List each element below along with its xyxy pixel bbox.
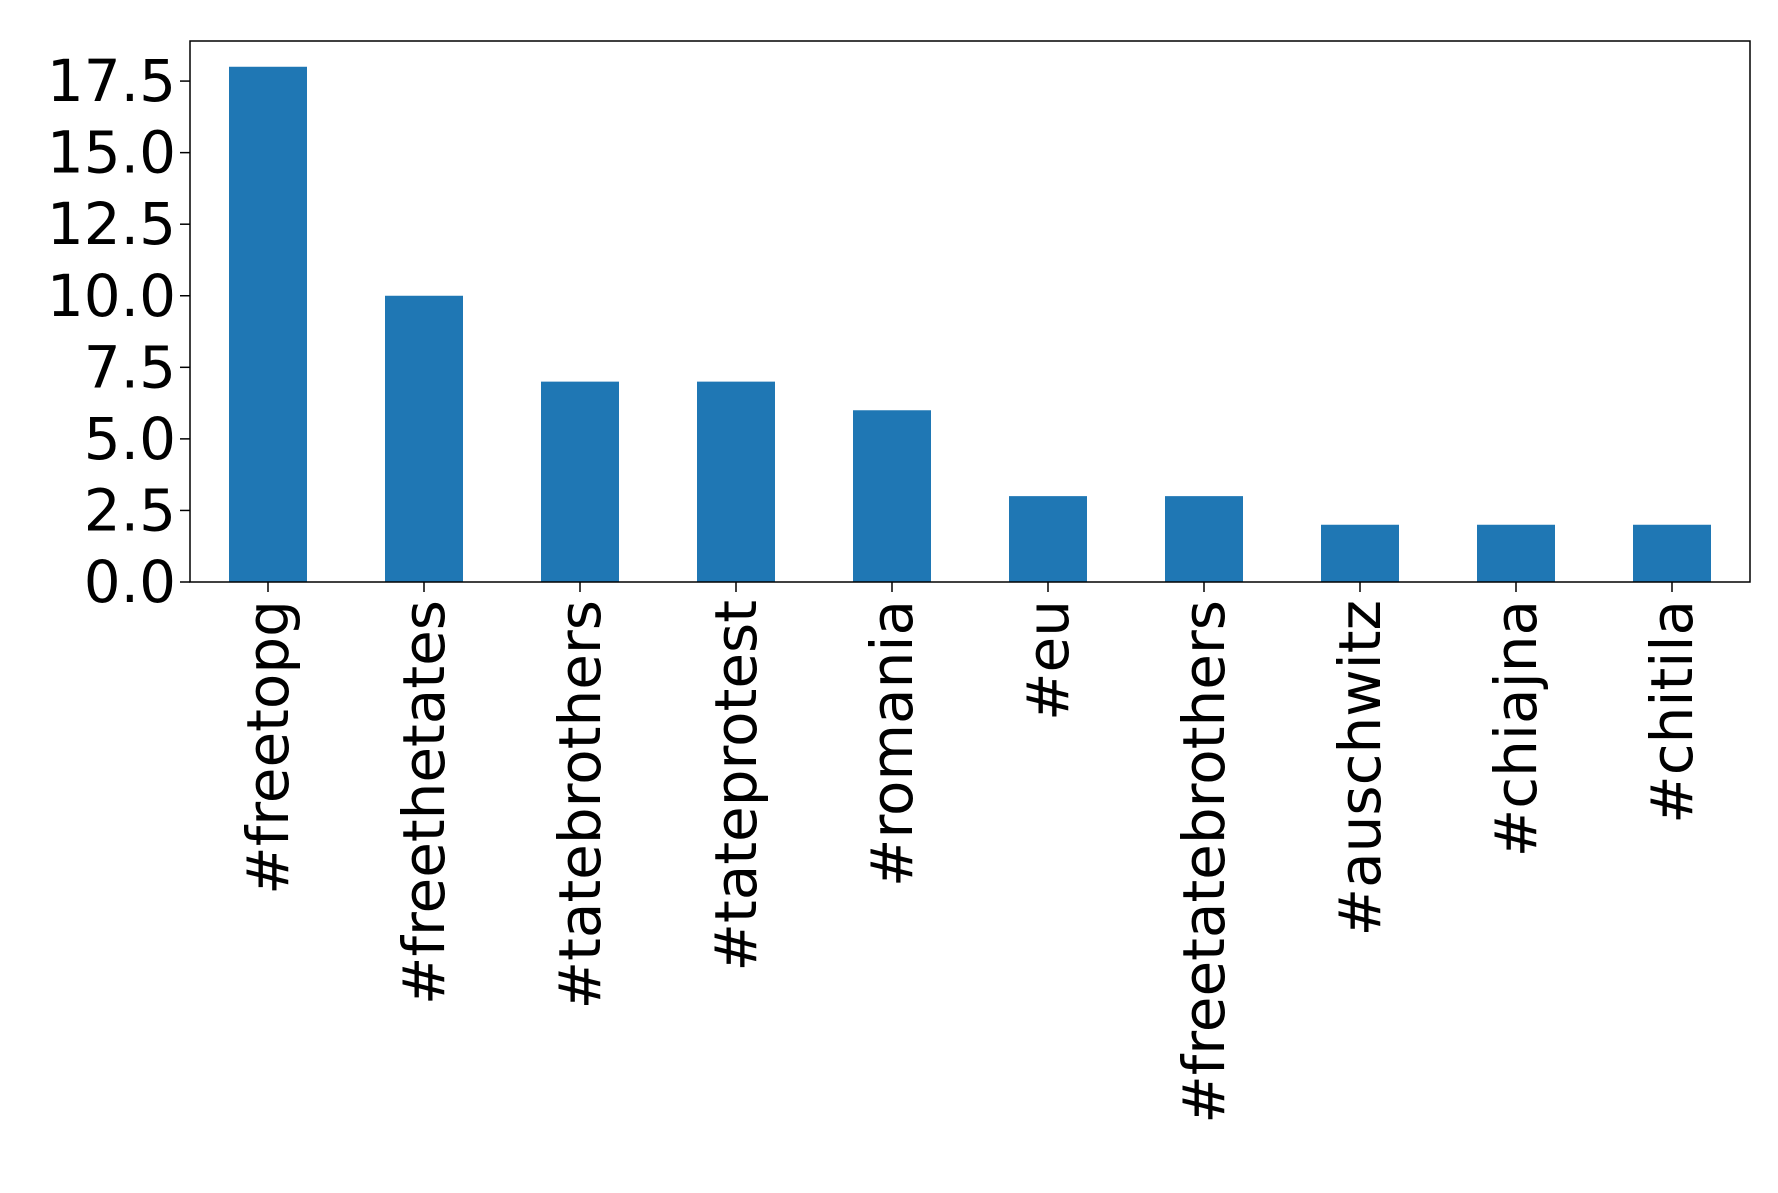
x-tick-label: #chitila — [1638, 600, 1706, 824]
y-tick-label: 15.0 — [47, 119, 176, 187]
y-tick-label: 2.5 — [84, 476, 176, 544]
y-tick-label: 5.0 — [84, 405, 176, 473]
x-tick-label: #tatebrothers — [546, 600, 614, 1009]
bar-freetopg — [229, 66, 307, 582]
y-tick-label: 7.5 — [84, 333, 176, 401]
x-tick-label: #auschwitz — [1326, 600, 1394, 937]
bar-freethetates — [385, 295, 463, 582]
y-tick-label: 0.0 — [84, 548, 176, 616]
y-tick-label: 12.5 — [47, 190, 176, 258]
bar-eu — [1009, 496, 1087, 582]
x-tick-label: #freetopg — [234, 600, 302, 895]
bar-romania — [853, 410, 931, 582]
x-axis-ticks: #freetopg #freethetates #tatebrothers #tate… — [234, 582, 1706, 1124]
x-tick-label: #freethetates — [390, 600, 458, 1005]
x-tick-label: #freetatebrothers — [1170, 600, 1238, 1124]
x-tick-label: #eu — [1014, 600, 1082, 721]
y-axis-ticks: 0.02.55.07.510.012.515.017.5 — [47, 47, 190, 616]
bar-auschwitz — [1321, 524, 1399, 582]
bar-chiajna — [1477, 524, 1555, 582]
y-tick-label: 17.5 — [47, 47, 176, 115]
x-tick-label: #chiajna — [1482, 600, 1550, 857]
y-tick-label: 10.0 — [47, 262, 176, 330]
x-tick-label: #tateprotest — [702, 600, 770, 972]
bar-tatebrothers — [541, 381, 619, 582]
plot-frame — [189, 40, 1751, 583]
bar-freetatebrothers — [1165, 496, 1243, 582]
bars — [229, 66, 1711, 582]
bar-tateprotest — [697, 381, 775, 582]
x-tick-label: #romania — [858, 600, 926, 887]
bar-chitila — [1633, 524, 1711, 582]
